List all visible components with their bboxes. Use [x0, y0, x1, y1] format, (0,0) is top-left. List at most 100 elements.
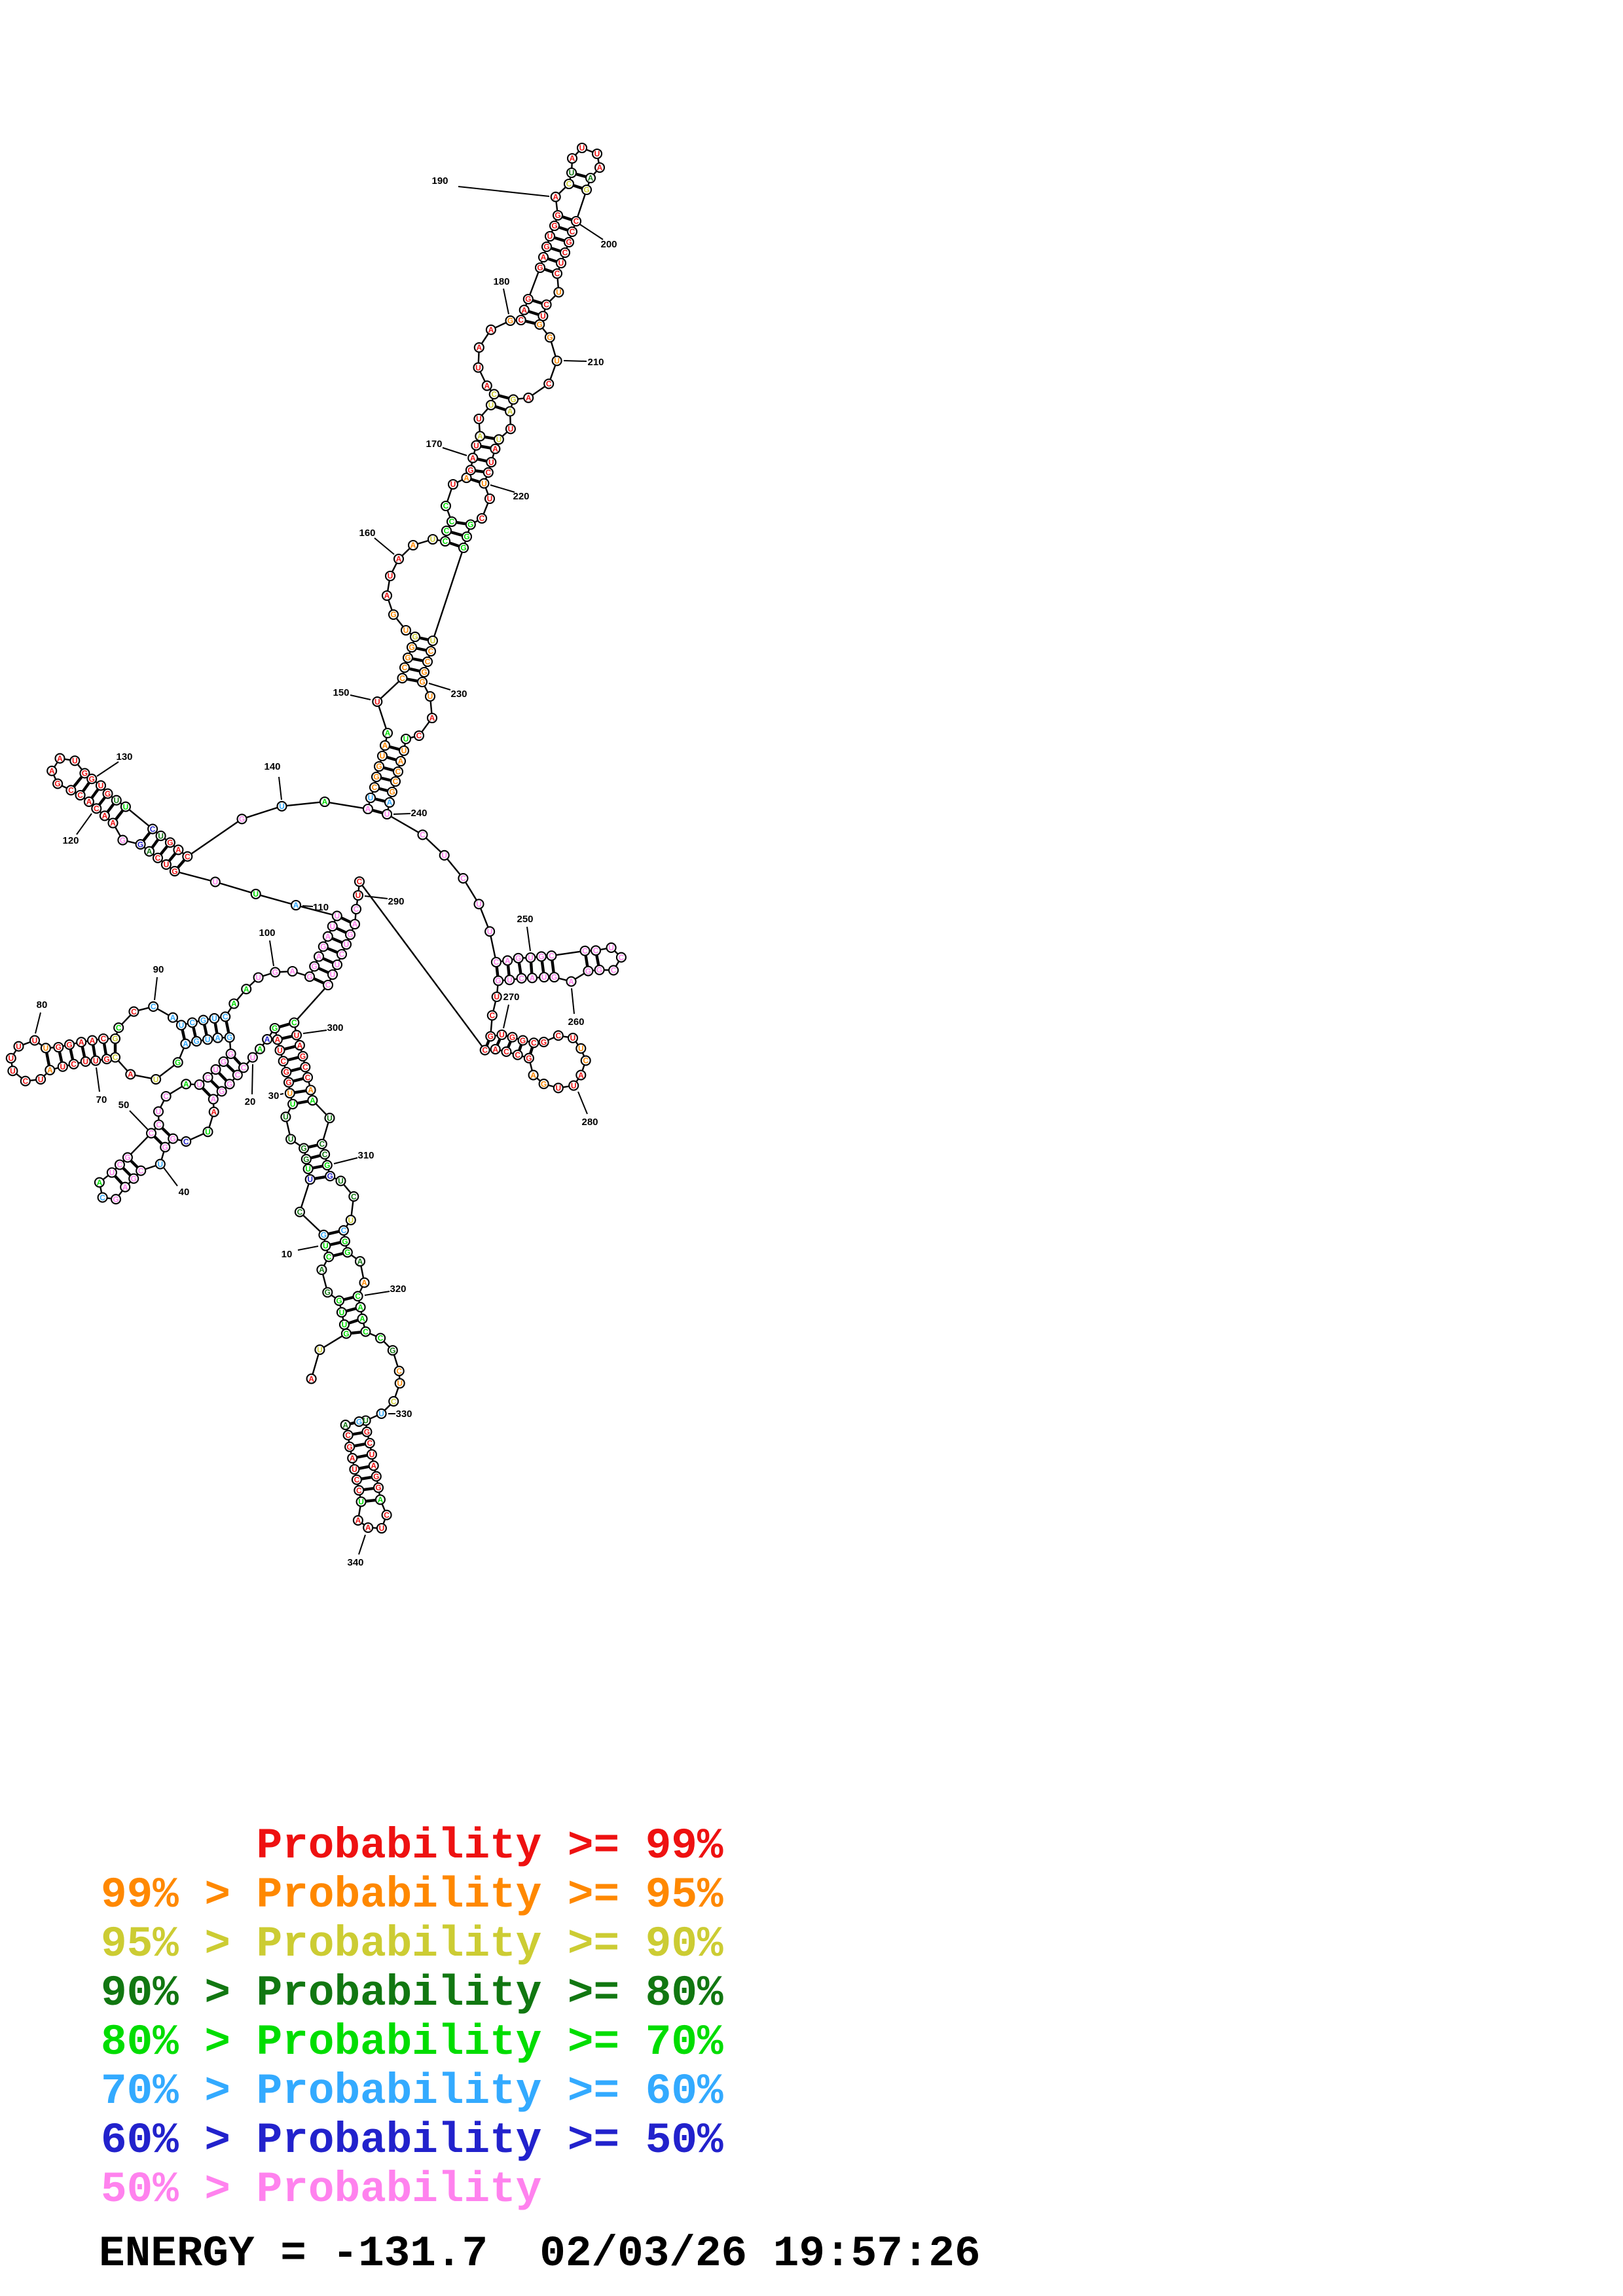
svg-text:A: A	[175, 846, 181, 855]
svg-text:160: 160	[359, 528, 375, 539]
svg-text:U: U	[430, 636, 436, 645]
svg-text:G: G	[124, 1153, 130, 1162]
svg-text:U: U	[348, 1215, 354, 1225]
svg-text:A: A	[521, 306, 527, 315]
svg-text:U: U	[338, 1177, 344, 1186]
svg-text:C: C	[71, 1060, 77, 1069]
svg-text:G: G	[419, 677, 425, 687]
svg-text:A: A	[308, 1086, 314, 1095]
svg-text:U: U	[558, 259, 564, 268]
svg-text:G: G	[525, 295, 531, 304]
svg-text:C: C	[341, 1226, 347, 1235]
svg-text:A: A	[476, 343, 482, 352]
svg-text:C: C	[241, 1064, 247, 1073]
svg-text:U: U	[499, 1030, 505, 1039]
svg-text:200: 200	[600, 239, 617, 250]
svg-text:G: G	[200, 1016, 206, 1025]
svg-text:A: A	[310, 1096, 316, 1105]
svg-text:A: A	[325, 932, 331, 941]
svg-text:U: U	[335, 960, 340, 969]
svg-text:70: 70	[96, 1094, 107, 1105]
svg-text:G: G	[105, 789, 111, 798]
svg-text:G: G	[194, 1037, 200, 1046]
svg-text:50% > Probability: 50% > Probability	[101, 2165, 541, 2214]
svg-text:U: U	[98, 781, 104, 790]
svg-text:U: U	[43, 1044, 49, 1053]
svg-text:20: 20	[245, 1096, 256, 1107]
svg-text:210: 210	[587, 357, 604, 368]
svg-text:A: A	[365, 804, 371, 814]
svg-text:C: C	[531, 1039, 537, 1048]
svg-text:A: A	[588, 173, 594, 183]
svg-text:U: U	[212, 878, 218, 887]
svg-text:G: G	[515, 954, 521, 963]
svg-text:110: 110	[313, 902, 329, 913]
svg-text:G: G	[54, 780, 60, 789]
svg-text:260: 260	[568, 1016, 584, 1028]
svg-text:130: 130	[116, 751, 132, 762]
svg-text:A: A	[387, 798, 393, 807]
svg-text:U: U	[16, 1042, 22, 1051]
svg-text:U: U	[82, 1057, 88, 1066]
svg-text:C: C	[420, 831, 426, 840]
svg-text:A: A	[47, 1066, 53, 1075]
svg-text:G: G	[321, 1230, 327, 1240]
svg-text:G: G	[405, 653, 410, 662]
svg-text:G: G	[306, 972, 312, 981]
svg-text:A: A	[322, 797, 328, 806]
svg-text:U: U	[196, 1080, 202, 1089]
svg-text:70% > Probability >= 60%: 70% > Probability >= 60%	[101, 2067, 723, 2116]
svg-text:C: C	[319, 1139, 325, 1149]
svg-text:A: A	[378, 1496, 384, 1505]
svg-text:U: U	[339, 1308, 345, 1317]
svg-text:A: A	[382, 741, 388, 750]
svg-text:A: A	[371, 1462, 376, 1471]
svg-text:G: G	[131, 1174, 137, 1183]
svg-text:G: G	[376, 762, 382, 771]
svg-text:U: U	[494, 992, 500, 1001]
svg-text:U: U	[164, 860, 170, 869]
svg-text:G: G	[373, 772, 379, 781]
svg-text:U: U	[379, 1524, 385, 1533]
svg-text:C: C	[163, 1092, 169, 1101]
svg-text:C: C	[425, 657, 431, 666]
svg-text:G: G	[551, 221, 557, 230]
svg-text:G: G	[543, 242, 549, 251]
svg-text:U: U	[205, 1035, 211, 1045]
svg-text:U: U	[388, 571, 393, 581]
svg-text:A: A	[170, 1013, 176, 1022]
svg-text:G: G	[56, 1043, 62, 1052]
svg-text:G: G	[170, 1134, 176, 1143]
svg-text:A: A	[350, 1454, 356, 1463]
svg-text:U: U	[476, 900, 482, 909]
svg-text:U: U	[608, 943, 614, 952]
svg-text:90: 90	[153, 964, 164, 975]
svg-text:U: U	[450, 480, 456, 489]
svg-text:A: A	[257, 1045, 263, 1054]
svg-text:A: A	[147, 847, 153, 856]
svg-text:C: C	[489, 1011, 495, 1020]
svg-text:U: U	[579, 143, 585, 152]
svg-text:U: U	[476, 414, 482, 423]
svg-text:A: A	[488, 325, 494, 334]
svg-text:170: 170	[426, 439, 442, 450]
svg-text:U: U	[153, 1075, 159, 1084]
svg-text:C: C	[428, 647, 434, 656]
svg-text:U: U	[487, 927, 493, 936]
svg-text:G: G	[389, 787, 395, 797]
svg-text:U: U	[157, 1160, 163, 1169]
svg-text:U: U	[430, 535, 436, 544]
svg-text:G: G	[137, 840, 143, 849]
svg-text:U: U	[475, 363, 481, 372]
svg-text:280: 280	[581, 1117, 598, 1128]
svg-text:U: U	[305, 1164, 311, 1174]
svg-text:270: 270	[503, 992, 519, 1003]
svg-text:U: U	[334, 912, 340, 921]
svg-text:G: G	[551, 973, 557, 982]
svg-text:G: G	[412, 632, 418, 641]
svg-text:240: 240	[410, 808, 427, 819]
svg-text:C: C	[291, 1018, 297, 1028]
svg-text:G: G	[421, 668, 427, 677]
svg-text:C: C	[566, 179, 572, 188]
svg-text:C: C	[443, 501, 449, 511]
